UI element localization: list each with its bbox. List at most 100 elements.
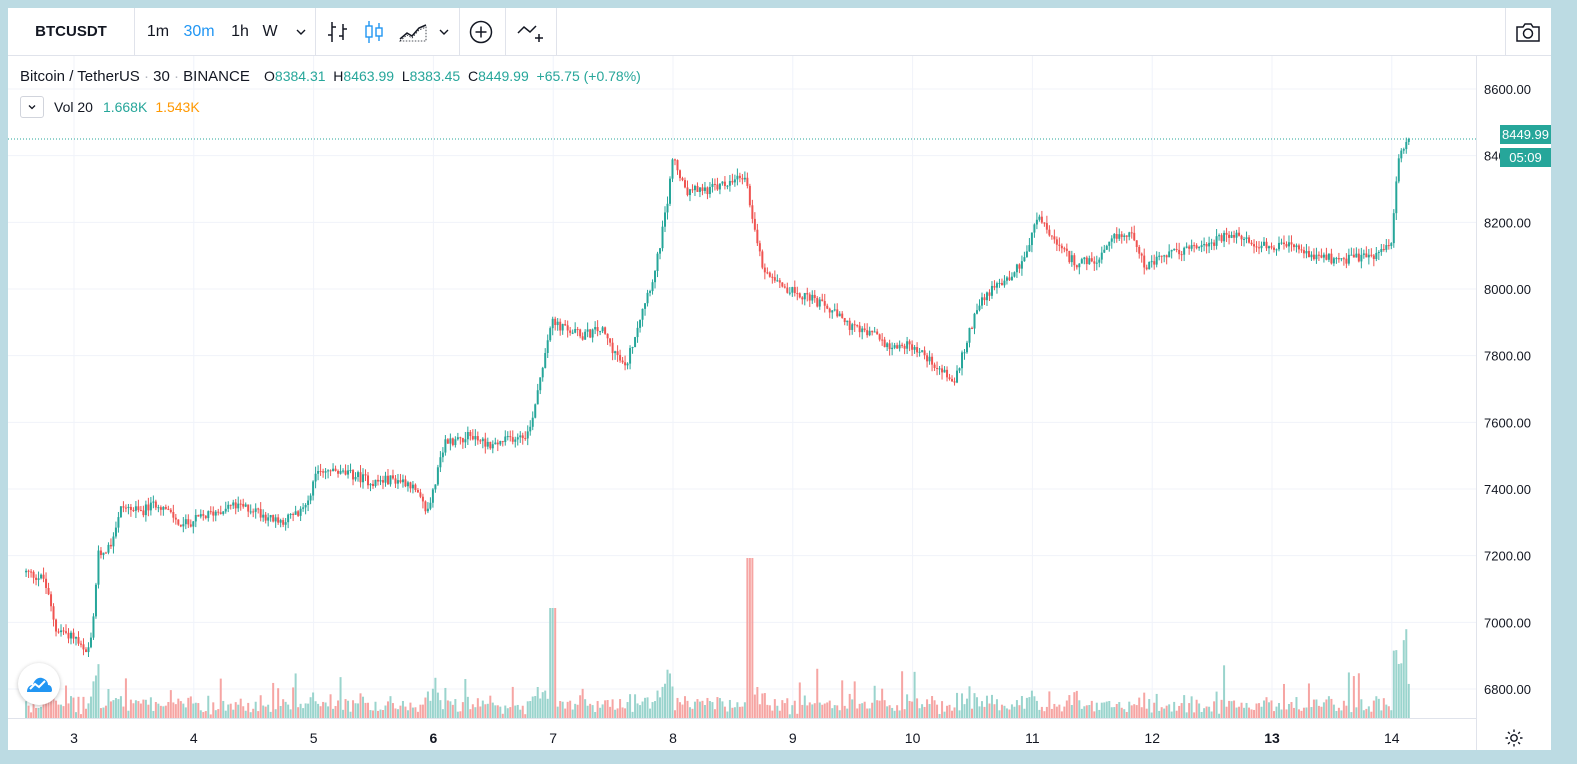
interval-1h-button[interactable]: 1h: [231, 22, 249, 40]
candle-body: [1292, 244, 1295, 248]
candle-body: [172, 511, 175, 518]
candle-body: [963, 352, 966, 354]
volume-bar: [646, 697, 649, 718]
volume-bar: [177, 698, 180, 718]
candle-body: [72, 632, 75, 639]
candle-body: [611, 342, 614, 354]
area-style-button[interactable]: [396, 8, 430, 55]
indicators-button[interactable]: [466, 8, 496, 55]
candle-body: [738, 175, 741, 179]
interval-30m-button[interactable]: 30m: [183, 22, 215, 40]
volume-bar: [990, 694, 993, 718]
candle-body: [386, 475, 389, 485]
candle-body: [1005, 277, 1008, 281]
volume-bar: [963, 704, 966, 718]
volume-bar: [941, 701, 944, 718]
candle-body: [1130, 232, 1133, 234]
volume-bar: [1078, 700, 1081, 718]
screenshot-button[interactable]: [1508, 8, 1548, 55]
candle-body: [229, 504, 232, 506]
volume-bar: [1307, 683, 1310, 718]
volume-bar: [269, 711, 272, 718]
compare-button[interactable]: [512, 8, 552, 55]
volume-bar: [569, 700, 572, 718]
volume-bar: [1210, 711, 1213, 718]
chart-settings-button[interactable]: [1502, 726, 1526, 750]
volume-bar: [332, 708, 335, 718]
interval-1m-button[interactable]: 1m: [146, 22, 170, 40]
candle-body: [990, 285, 993, 296]
volume-bar: [496, 705, 499, 718]
candle-body: [1063, 248, 1066, 250]
candle-body: [559, 321, 562, 331]
candle-body: [736, 175, 739, 180]
candle-body: [1170, 249, 1173, 252]
legend-collapse-button[interactable]: [20, 96, 44, 118]
volume-indicator-label: Vol 20: [54, 99, 93, 115]
candle-body: [379, 480, 382, 482]
tradingview-logo[interactable]: [18, 663, 60, 705]
candle-body: [1110, 238, 1113, 242]
candle-body: [858, 325, 861, 333]
volume-bar: [484, 704, 487, 718]
chart-frame: BTCUSDT 1m 30m 1h W: [8, 8, 1551, 750]
candle-body: [1120, 234, 1123, 237]
candle-body: [1352, 254, 1355, 258]
candle-body: [1165, 255, 1168, 258]
candle-body: [1382, 248, 1385, 250]
volume-bar: [1183, 695, 1186, 718]
volume-bar: [77, 696, 80, 718]
volume-bar: [516, 704, 519, 718]
volume-bar: [219, 678, 222, 718]
volume-bar: [1043, 711, 1046, 718]
candle-body: [978, 305, 981, 311]
candle-body: [771, 276, 774, 278]
candle-body: [988, 292, 991, 296]
volume-bar: [554, 608, 557, 718]
candle-body: [656, 253, 659, 272]
interval-w-button[interactable]: W: [262, 22, 278, 40]
candle-body: [247, 504, 250, 512]
candle-body: [70, 632, 73, 639]
volume-bar: [753, 694, 756, 718]
volume-bar: [1285, 709, 1288, 718]
candle-body: [1085, 257, 1088, 265]
volume-bar: [686, 700, 689, 718]
symbol-search-button[interactable]: BTCUSDT: [35, 23, 107, 40]
volume-bar: [252, 708, 255, 718]
y-tick-label: 7000.00: [1484, 615, 1531, 630]
bars-style-button[interactable]: [324, 8, 352, 55]
volume-bar: [254, 701, 257, 718]
price-chart[interactable]: 6800.00 7000.00 7200.00 7400.00 7600.00 7800.…: [8, 8, 1551, 750]
candle-body: [142, 510, 145, 516]
volume-bar: [696, 699, 699, 718]
candle-body: [723, 181, 726, 186]
volume-bar: [104, 705, 107, 718]
candle-body: [464, 439, 467, 443]
toolbar-separator: [505, 8, 506, 55]
high-value: 8463.99: [343, 68, 395, 84]
volume-bar: [399, 705, 402, 718]
candle-body: [1355, 253, 1358, 258]
candle-body: [362, 474, 365, 483]
candle-body: [561, 324, 564, 331]
volume-bar: [40, 706, 43, 718]
candle-body: [733, 179, 736, 183]
candles-style-button[interactable]: [360, 8, 388, 55]
volume-bar: [1020, 696, 1023, 718]
volume-bar: [1023, 708, 1026, 718]
volume-bar: [294, 673, 297, 718]
volume-bar: [1068, 695, 1071, 718]
volume-bar: [192, 703, 195, 718]
chart-style-dropdown-button[interactable]: [434, 8, 454, 55]
interval-dropdown-button[interactable]: [290, 8, 312, 55]
volume-bar: [207, 695, 210, 718]
candle-body: [1138, 246, 1141, 254]
volume-bar: [509, 707, 512, 718]
volume-bar: [559, 701, 562, 718]
volume-bar: [521, 705, 524, 718]
volume-bar: [486, 703, 489, 718]
candle-body: [439, 457, 442, 468]
candle-body: [980, 297, 983, 306]
volume-bar: [456, 711, 459, 718]
